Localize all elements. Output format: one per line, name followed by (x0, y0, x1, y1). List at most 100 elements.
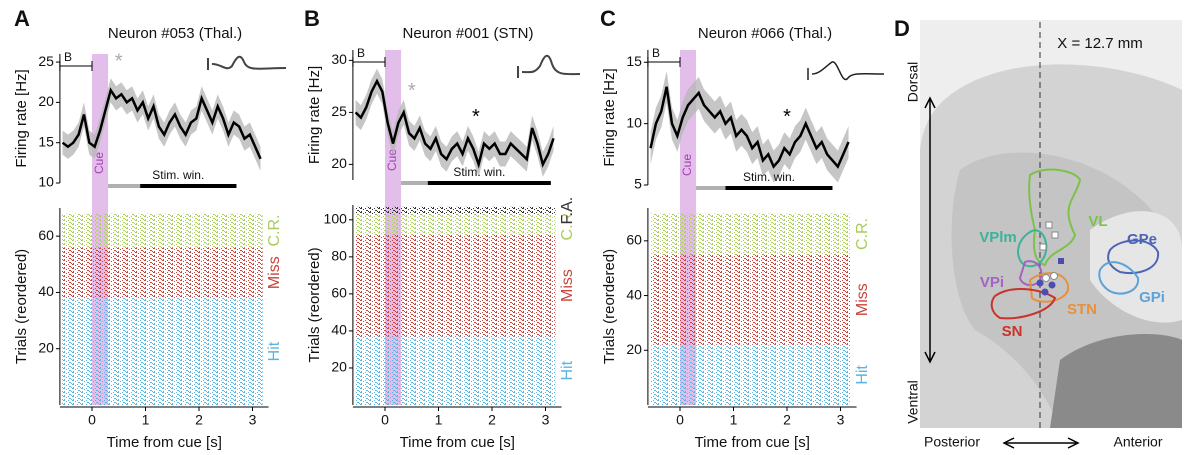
trial-group (354, 214, 556, 235)
chart-title: Neuron #066 (Thal.) (698, 25, 832, 42)
baseline-label: B (64, 50, 72, 64)
trial-group (61, 298, 263, 405)
region-outline (1017, 229, 1048, 268)
y-axis-label: Firing rate [Hz] (306, 66, 323, 164)
x-tick-label: 2 (488, 412, 496, 428)
arrow-head (924, 96, 936, 364)
x-tick-label: 3 (837, 412, 845, 428)
baseline-bracket (352, 57, 386, 67)
stim-window-bar (725, 186, 833, 190)
group-label: C.R. (854, 218, 871, 250)
y-tick-label: 10 (38, 174, 54, 190)
y-tick-label: 25 (38, 53, 54, 69)
trial-group (354, 206, 556, 215)
axis-label: Posterior (924, 434, 980, 450)
cue-label: Cue (92, 152, 106, 174)
region-outline (990, 288, 1057, 320)
y-axis-label: Trials (reordered) (13, 249, 30, 364)
region-labels: VL VPlm GPe VPi STN GPi SN (979, 213, 1165, 340)
atlas-panel (920, 20, 1182, 449)
y-tick-label: 100 (324, 211, 348, 227)
waveform-inset (207, 55, 287, 70)
x-tick-label: 2 (195, 412, 203, 428)
y-tick-label: 20 (331, 359, 347, 375)
y-tick-label: 15 (38, 133, 54, 149)
axis-label: Ventral (905, 380, 921, 424)
x-tick-label: 3 (542, 412, 550, 428)
section-label: X = 12.7 mm (1057, 35, 1142, 52)
panel-letter: B (304, 6, 320, 31)
group-label: Miss (854, 283, 871, 316)
baseline-bracket (59, 61, 93, 71)
region-label: VL (1088, 213, 1107, 230)
y-tick-label: 25 (331, 103, 347, 119)
waveform-inset (517, 54, 581, 78)
significance-marker: * (783, 106, 791, 128)
stim-window-bar (427, 181, 551, 185)
significance-marker: * (472, 106, 480, 128)
y-tick-label: 20 (38, 93, 54, 109)
error-band (62, 78, 261, 171)
y-tick-label: 10 (626, 114, 642, 130)
group-label: C.R. (559, 208, 576, 240)
x-tick-label: 0 (676, 412, 684, 428)
region-outline (1028, 168, 1082, 267)
y-axis-label: Trials (reordered) (306, 247, 323, 362)
y-tick-label: 60 (626, 232, 642, 248)
baseline-label: B (357, 46, 365, 60)
region-label: STN (1067, 301, 1097, 318)
y-axis-label: Firing rate [Hz] (601, 68, 618, 166)
y-tick-label: 40 (38, 283, 54, 299)
region-label: SN (1002, 323, 1023, 340)
y-tick-label: 5 (634, 176, 642, 192)
group-label: F.A. (559, 197, 576, 225)
chart-title: Neuron #053 (Thal.) (108, 25, 242, 42)
trial-group (649, 254, 851, 345)
y-tick-label: 15 (626, 53, 642, 69)
stim-window-label: Stim. win. (743, 170, 795, 184)
baseline-label: B (652, 46, 660, 60)
axis-label: Dorsal (905, 62, 921, 102)
trial-group (354, 234, 556, 337)
waveform-inset (807, 61, 885, 81)
x-tick-label: 3 (249, 412, 257, 428)
pre-window-bar (696, 186, 726, 190)
region-label: GPi (1139, 289, 1165, 306)
atlas-shape (920, 20, 1182, 150)
cue-label: Cue (680, 154, 694, 176)
group-label: Hit (559, 360, 576, 380)
trial-group (649, 213, 851, 255)
x-tick-label: 0 (381, 412, 389, 428)
x-tick-label: 1 (730, 412, 738, 428)
group-label: Miss (559, 269, 576, 302)
stim-window-bar (140, 184, 237, 188)
x-tick-label: 1 (435, 412, 443, 428)
group-label: C.R. (266, 215, 283, 247)
firing-rate-line (354, 78, 555, 169)
y-tick-label: 40 (331, 322, 347, 338)
y-tick-label: 20 (626, 341, 642, 357)
trial-group (354, 336, 556, 405)
significance-marker: * (115, 50, 123, 72)
y-axis-label: Trials (reordered) (601, 249, 618, 364)
group-label: Hit (854, 365, 871, 385)
trial-group (61, 247, 263, 299)
region-label: GPe (1127, 231, 1157, 248)
region-outline (1098, 261, 1140, 295)
x-axis-label: Time from cue [s] (695, 434, 810, 451)
pre-window-bar (401, 181, 428, 185)
region-outline (1028, 272, 1070, 303)
y-tick-label: 20 (38, 339, 54, 355)
group-label: Miss (266, 256, 283, 289)
region-label: VPi (980, 274, 1004, 291)
y-tick-label: 60 (331, 285, 347, 301)
y-tick-label: 80 (331, 248, 347, 264)
region-label: VPlm (979, 229, 1017, 246)
y-axis-label: Firing rate [Hz] (13, 69, 30, 167)
x-tick-label: 0 (88, 412, 96, 428)
neuron-sites (1036, 221, 1064, 296)
y-tick-label: 20 (331, 155, 347, 171)
trial-group (649, 344, 851, 405)
baseline-bracket (647, 57, 681, 67)
